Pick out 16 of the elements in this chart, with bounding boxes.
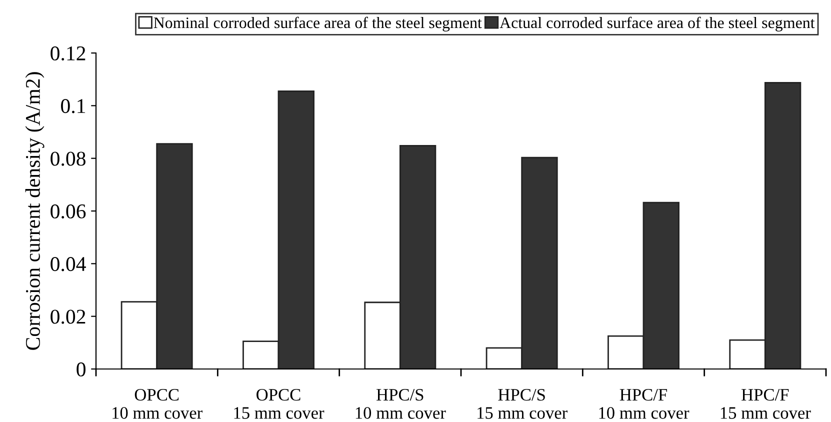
- y-tick-label: 0.12: [50, 46, 86, 61]
- y-tick-label: 0: [76, 362, 86, 376]
- y-tick-label: 0.1: [61, 99, 86, 114]
- x-tick-label: OPCC 10 mm cover: [112, 388, 202, 419]
- x-tick-label: HPC/S 10 mm cover: [356, 388, 446, 419]
- x-tick-label: OPCC 15 mm cover: [234, 388, 324, 419]
- y-tick-label: 0.06: [50, 204, 86, 219]
- x-tick-label: HPC/F 15 mm cover: [720, 388, 811, 419]
- y-tick-label: 0.08: [50, 152, 86, 166]
- x-tick-label: HPC/F 10 mm cover: [599, 388, 690, 419]
- y-tick-label: 0.04: [50, 257, 86, 272]
- x-tick-label: HPC/S 15 mm cover: [478, 388, 568, 419]
- y-tick-label: 0.02: [50, 310, 86, 324]
- y-axis-title: Corrosion current density (A/m2): [25, 72, 44, 350]
- legend-label: Nominal corroded surface area of the steel segment: [154, 16, 482, 32]
- legend-label: Actual corroded surface area of the steel segment: [500, 16, 815, 32]
